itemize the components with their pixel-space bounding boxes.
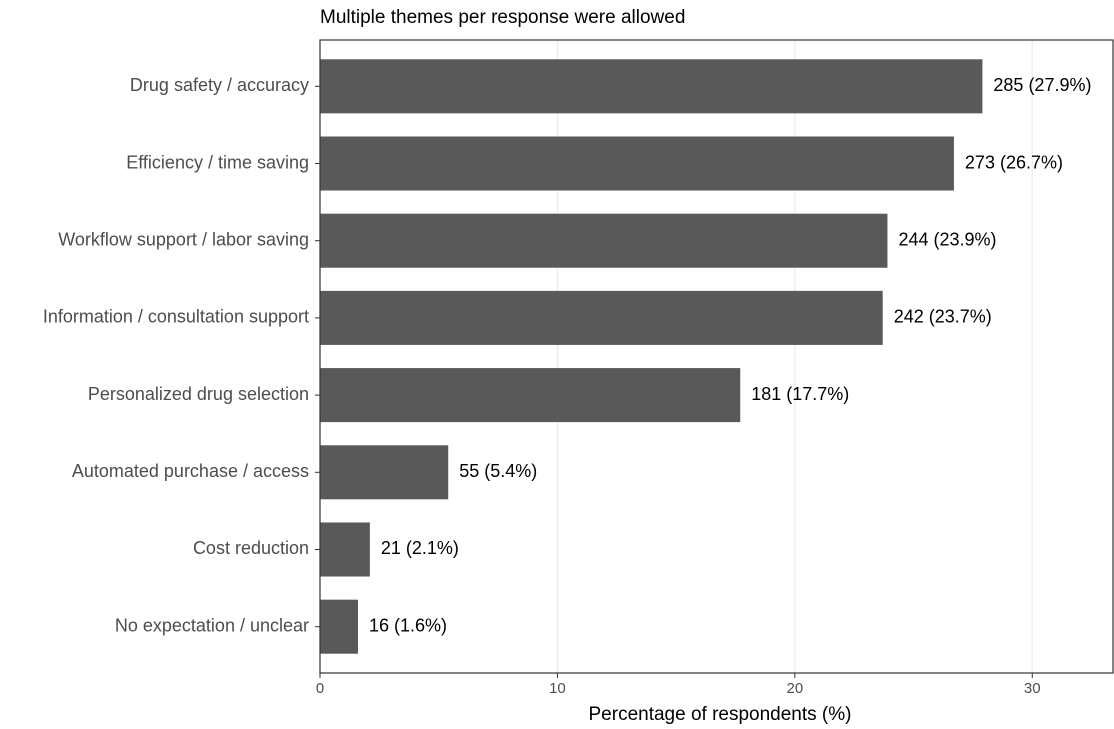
y-tick-label: Automated purchase / access	[72, 461, 309, 481]
x-tick-label: 20	[787, 680, 804, 697]
x-tick-label: 0	[316, 680, 324, 697]
x-tick-label: 30	[1024, 680, 1041, 697]
y-tick-label: No expectation / unclear	[115, 615, 309, 635]
bar	[320, 213, 888, 268]
bar	[320, 599, 358, 654]
value-label: 181 (17.7%)	[751, 384, 849, 404]
y-tick-label: Information / consultation support	[43, 307, 309, 327]
value-label: 242 (23.7%)	[894, 307, 992, 327]
bar	[320, 136, 954, 191]
value-label: 273 (26.7%)	[965, 152, 1063, 172]
y-tick-label: Personalized drug selection	[88, 384, 309, 404]
y-tick-label: Drug safety / accuracy	[130, 75, 309, 95]
bar	[320, 59, 983, 114]
bar	[320, 290, 883, 345]
bar	[320, 445, 449, 500]
chart-title: Multiple themes per response were allowe…	[320, 7, 685, 28]
x-axis-label: Percentage of respondents (%)	[589, 704, 852, 725]
value-label: 244 (23.9%)	[898, 229, 996, 249]
y-tick-label: Efficiency / time saving	[126, 152, 309, 172]
value-label: 55 (5.4%)	[459, 461, 537, 481]
x-tick-label: 10	[549, 680, 566, 697]
value-label: 21 (2.1%)	[381, 538, 459, 558]
y-tick-label: Workflow support / labor saving	[58, 229, 309, 249]
value-label: 16 (1.6%)	[369, 615, 447, 635]
bar	[320, 368, 741, 423]
panel-border	[319, 39, 1114, 674]
value-label: 285 (27.9%)	[993, 75, 1091, 95]
bar	[320, 522, 370, 577]
y-tick-label: Cost reduction	[193, 538, 309, 558]
